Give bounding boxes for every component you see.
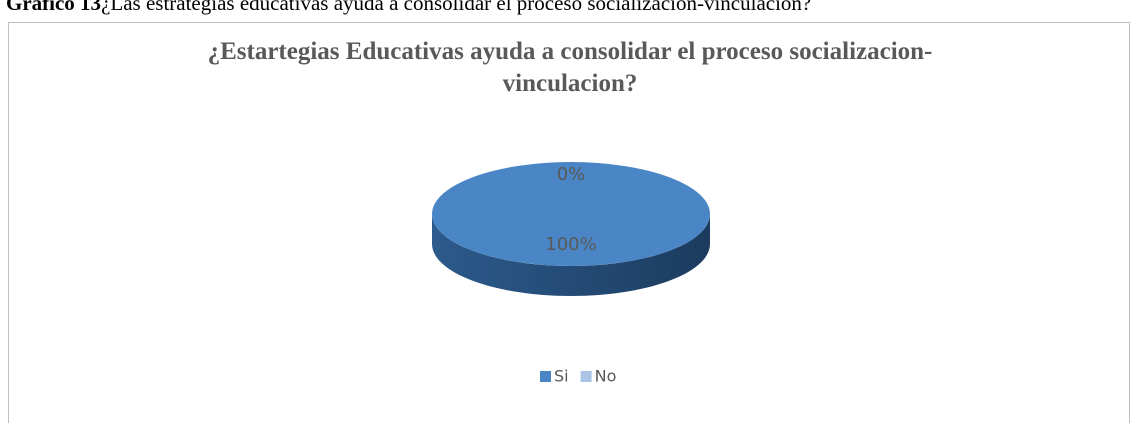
chart: 100% 0% Si No <box>432 162 710 386</box>
pie-slice <box>432 162 710 266</box>
data-label: 0% <box>557 164 586 185</box>
chart-title: ¿Estartegias Educativas ayuda a consolid… <box>207 38 933 97</box>
caption-label: Gráfico 13 <box>6 0 102 15</box>
legend-swatch <box>580 371 592 382</box>
data-label: 100% <box>545 234 596 255</box>
page: {"caption": {"label": "Gráfico 13", "tex… <box>6 0 1130 423</box>
caption-text: ¿Las estrategias educativas ayuda a cons… <box>101 0 812 15</box>
pie-slice-side <box>432 214 710 296</box>
chart-frame <box>8 22 1130 423</box>
legend-swatch <box>540 371 551 382</box>
caption: Gráfico 13¿Las estrategias educativas ay… <box>6 0 811 16</box>
legend-label: Si <box>554 367 569 386</box>
legend-label: No <box>595 367 617 386</box>
